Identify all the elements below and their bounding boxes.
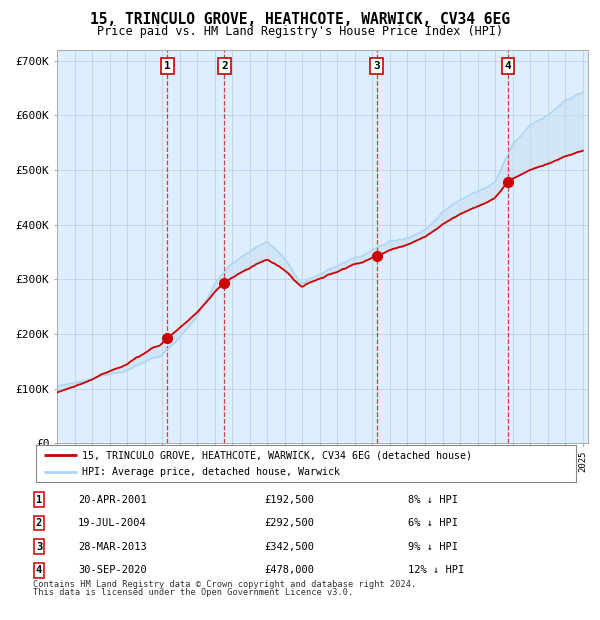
Text: 30-SEP-2020: 30-SEP-2020 xyxy=(78,565,147,575)
Text: Price paid vs. HM Land Registry's House Price Index (HPI): Price paid vs. HM Land Registry's House … xyxy=(97,25,503,38)
Text: 20-APR-2001: 20-APR-2001 xyxy=(78,495,147,505)
Text: 3: 3 xyxy=(373,61,380,71)
Text: 12% ↓ HPI: 12% ↓ HPI xyxy=(408,565,464,575)
Text: 1: 1 xyxy=(164,61,171,71)
Text: 19-JUL-2004: 19-JUL-2004 xyxy=(78,518,147,528)
Text: 1: 1 xyxy=(36,495,42,505)
Text: 2: 2 xyxy=(36,518,42,528)
Text: This data is licensed under the Open Government Licence v3.0.: This data is licensed under the Open Gov… xyxy=(33,588,353,597)
Text: 8% ↓ HPI: 8% ↓ HPI xyxy=(408,495,458,505)
Text: HPI: Average price, detached house, Warwick: HPI: Average price, detached house, Warw… xyxy=(82,467,340,477)
Text: 4: 4 xyxy=(36,565,42,575)
Text: 28-MAR-2013: 28-MAR-2013 xyxy=(78,542,147,552)
Text: 3: 3 xyxy=(36,542,42,552)
Text: 6% ↓ HPI: 6% ↓ HPI xyxy=(408,518,458,528)
Text: £192,500: £192,500 xyxy=(264,495,314,505)
Text: £292,500: £292,500 xyxy=(264,518,314,528)
Text: 15, TRINCULO GROVE, HEATHCOTE, WARWICK, CV34 6EG: 15, TRINCULO GROVE, HEATHCOTE, WARWICK, … xyxy=(90,12,510,27)
Text: 9% ↓ HPI: 9% ↓ HPI xyxy=(408,542,458,552)
Text: 4: 4 xyxy=(505,61,512,71)
Text: 2: 2 xyxy=(221,61,228,71)
Text: 15, TRINCULO GROVE, HEATHCOTE, WARWICK, CV34 6EG (detached house): 15, TRINCULO GROVE, HEATHCOTE, WARWICK, … xyxy=(82,450,472,460)
Text: Contains HM Land Registry data © Crown copyright and database right 2024.: Contains HM Land Registry data © Crown c… xyxy=(33,580,416,588)
Text: £478,000: £478,000 xyxy=(264,565,314,575)
Text: £342,500: £342,500 xyxy=(264,542,314,552)
